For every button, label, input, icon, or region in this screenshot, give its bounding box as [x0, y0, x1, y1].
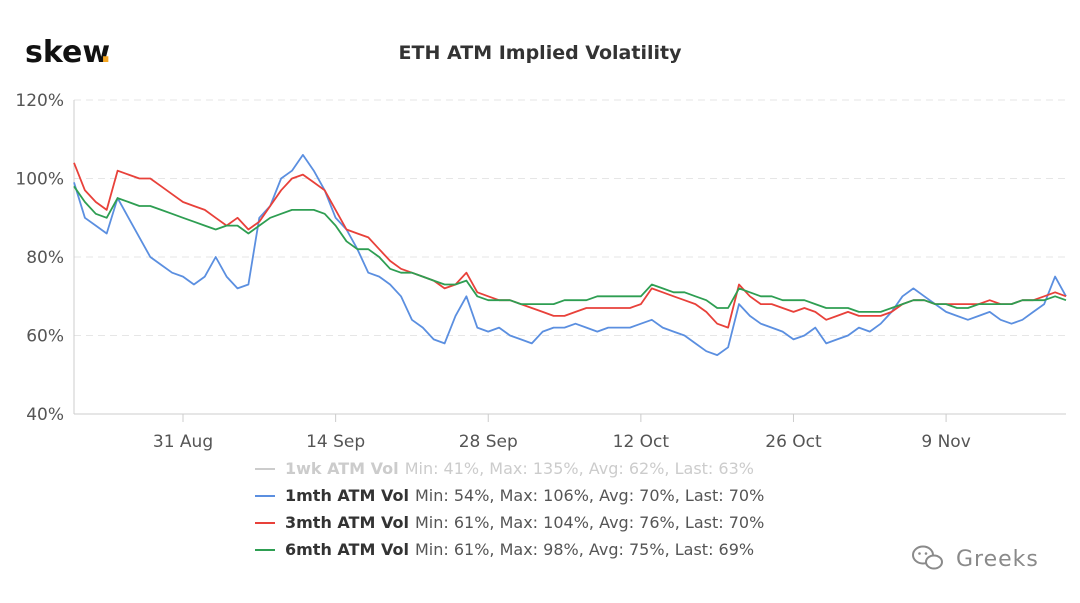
legend-item-3mth[interactable]: 3mth ATM Vol Min: 61%, Max: 104%, Avg: 76…	[255, 513, 764, 532]
x-tick-label: 12 Oct	[613, 432, 670, 452]
legend-name: 1wk ATM Vol	[285, 459, 399, 478]
grid-lines	[74, 99, 1066, 336]
axes: 40% 60% 80% 100% 120% 31 Aug 14 Sep 28 Sep 12 Oc…	[15, 91, 1066, 452]
watermark: Greeks	[912, 545, 1039, 572]
y-tick-label: 80%	[26, 248, 64, 268]
y-tick-label: 40%	[26, 405, 64, 425]
logo-dot: .	[100, 35, 111, 70]
x-tick-label: 28 Sep	[459, 432, 518, 452]
chart-title: ETH ATM Implied Volatility	[399, 42, 683, 64]
legend[interactable]: 1wk ATM Vol Min: 41%, Max: 135%, Avg: 62%…	[255, 459, 764, 559]
skew-logo: skew .	[25, 35, 111, 70]
watermark-text: Greeks	[956, 547, 1039, 572]
legend-item-6mth[interactable]: 6mth ATM Vol Min: 61%, Max: 98%, Avg: 75%…	[255, 540, 754, 559]
legend-item-1wk[interactable]: 1wk ATM Vol Min: 41%, Max: 135%, Avg: 62%…	[255, 459, 754, 478]
series-line-1mth	[73, 154, 1067, 356]
logo-text: skew	[25, 35, 110, 70]
y-tick-label: 120%	[15, 91, 64, 111]
legend-item-1mth[interactable]: 1mth ATM Vol Min: 54%, Max: 106%, Avg: 70…	[255, 486, 764, 505]
legend-name: 3mth ATM Vol	[285, 513, 409, 532]
series-lines	[73, 154, 1067, 356]
y-tick-label: 100%	[15, 170, 64, 190]
series-line-3mth	[73, 162, 1067, 329]
y-tick-label: 60%	[26, 327, 64, 347]
x-tick-label: 26 Oct	[765, 432, 822, 452]
x-tick-label: 14 Sep	[306, 432, 365, 452]
wechat-icon	[912, 545, 943, 570]
legend-name: 1mth ATM Vol	[285, 486, 409, 505]
series-line-6mth	[73, 185, 1067, 313]
legend-stats: Min: 41%, Max: 135%, Avg: 62%, Last: 63%	[405, 459, 754, 478]
legend-stats: Min: 61%, Max: 104%, Avg: 76%, Last: 70%	[415, 513, 764, 532]
x-tick-label: 31 Aug	[153, 432, 213, 452]
x-tick-label: 9 Nov	[921, 432, 970, 452]
legend-name: 6mth ATM Vol	[285, 540, 409, 559]
legend-stats: Min: 54%, Max: 106%, Avg: 70%, Last: 70%	[415, 486, 764, 505]
legend-stats: Min: 61%, Max: 98%, Avg: 75%, Last: 69%	[415, 540, 754, 559]
